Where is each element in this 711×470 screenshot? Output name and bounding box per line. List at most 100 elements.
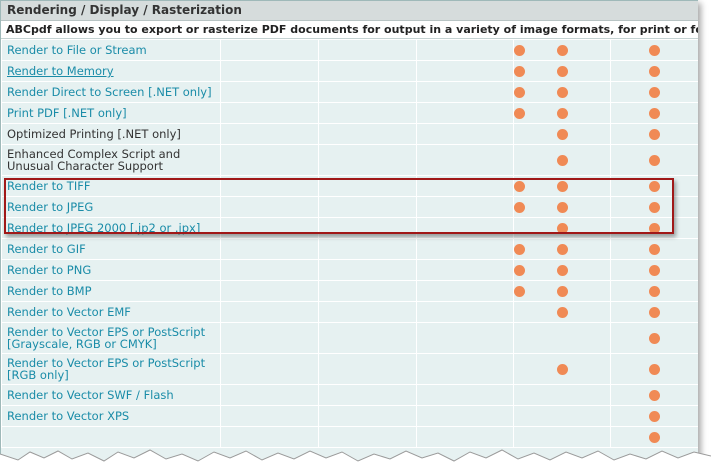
feature-label-cell[interactable]: Render to PNG (1, 259, 221, 281)
supported-dot-icon (514, 202, 525, 213)
feature-link[interactable]: Render to Vector XPS (7, 409, 130, 423)
feature-row: Render to BMP (1, 280, 698, 302)
supported-dot-icon (649, 223, 660, 234)
supported-dot-icon (649, 244, 660, 255)
section-description: ABCpdf allows you to export or rasterize… (1, 21, 698, 39)
feature-row: Render to File or Stream (1, 39, 698, 61)
feature-label-cell[interactable]: Render to File or Stream (1, 39, 221, 61)
supported-dot-icon (649, 432, 660, 443)
feature-label-cell[interactable]: Render to Vector EPS or PostScript [Gray… (1, 322, 221, 354)
support-cell (220, 123, 319, 145)
support-cell (610, 238, 698, 260)
support-cell (610, 175, 698, 197)
supported-dot-icon (556, 108, 568, 119)
feature-label-cell[interactable] (1, 426, 221, 448)
support-cell (610, 280, 698, 302)
support-cell (220, 353, 319, 385)
supported-dot-icon (649, 155, 660, 166)
feature-label-cell[interactable]: Render to GIF (1, 238, 221, 260)
support-cell (416, 196, 514, 218)
feature-label-cell[interactable]: Render to Vector XPS (1, 405, 221, 427)
feature-link[interactable]: Render to JPEG (7, 200, 94, 214)
feature-link[interactable]: Render to Vector SWF / Flash (7, 388, 174, 402)
feature-row: Render Direct to Screen [.NET only] (1, 81, 698, 103)
support-cell (416, 405, 514, 427)
feature-label-cell[interactable]: Render to JPEG 2000 [.jp2 or .jpx] (1, 217, 221, 239)
support-cell (610, 39, 698, 61)
support-cell (318, 81, 417, 103)
support-cell (416, 60, 514, 82)
feature-rows: Render to File or Stream Render to Memory… (1, 39, 698, 448)
supported-dot-icon (556, 87, 568, 98)
feature-row: Render to Vector EPS or PostScript [RGB … (1, 353, 698, 385)
support-cell (220, 217, 319, 239)
feature-row: Render to GIF (1, 238, 698, 260)
support-cell (416, 259, 514, 281)
support-cell (416, 280, 514, 302)
supported-dot-icon (514, 87, 525, 98)
feature-link[interactable]: Print PDF [.NET only] (7, 106, 127, 120)
support-cell (610, 60, 698, 82)
feature-row: Render to PNG (1, 259, 698, 281)
feature-row: Optimized Printing [.NET only] (1, 123, 698, 145)
support-cell (416, 102, 514, 124)
supported-dot-icon (649, 333, 660, 344)
feature-row (1, 426, 698, 448)
support-cell (318, 217, 417, 239)
support-cell (220, 322, 319, 354)
feature-label-cell[interactable]: Render to Vector SWF / Flash (1, 384, 221, 406)
support-cell (513, 102, 611, 124)
feature-link[interactable]: Render to File or Stream (7, 43, 147, 57)
feature-label-cell: Optimized Printing [.NET only] (1, 123, 221, 145)
supported-dot-icon (556, 181, 568, 192)
support-cell (610, 322, 698, 354)
support-cell (318, 196, 417, 218)
support-cell (513, 217, 611, 239)
feature-label-cell[interactable]: Render to Vector EPS or PostScript [RGB … (1, 353, 221, 385)
feature-label-cell[interactable]: Render to TIFF (1, 175, 221, 197)
supported-dot-icon (556, 286, 568, 297)
support-cell (318, 322, 417, 354)
support-cell (610, 426, 698, 448)
support-cell (220, 39, 319, 61)
feature-link[interactable]: Render Direct to Screen [.NET only] (7, 85, 212, 99)
support-cell (513, 280, 611, 302)
feature-label-cell[interactable]: Render to JPEG (1, 196, 221, 218)
support-cell (318, 102, 417, 124)
feature-link[interactable]: Render to TIFF (7, 179, 91, 193)
feature-link[interactable]: Render to JPEG 2000 [.jp2 or .jpx] (7, 221, 201, 235)
feature-row: Print PDF [.NET only] (1, 102, 698, 124)
feature-label-cell[interactable]: Print PDF [.NET only] (1, 102, 221, 124)
feature-label-cell[interactable]: Render to BMP (1, 280, 221, 302)
feature-link[interactable]: Render to Vector EMF (7, 305, 131, 319)
support-cell (318, 259, 417, 281)
support-cell (513, 175, 611, 197)
feature-label: Optimized Printing [.NET only] (7, 127, 181, 141)
support-cell (610, 301, 698, 323)
support-cell (416, 217, 514, 239)
feature-link[interactable]: Render to PNG (7, 263, 92, 277)
support-cell (610, 123, 698, 145)
feature-label-cell[interactable]: Render Direct to Screen [.NET only] (1, 81, 221, 103)
feature-link[interactable]: Render to Vector EPS or PostScript [Gray… (7, 325, 206, 351)
support-cell (416, 39, 514, 61)
torn-edge (0, 449, 711, 470)
supported-dot-icon (649, 202, 660, 213)
support-cell (220, 238, 319, 260)
feature-label-cell[interactable]: Render to Vector EMF (1, 301, 221, 323)
feature-label-cell: Enhanced Complex Script and Unusual Char… (1, 144, 221, 176)
supported-dot-icon (649, 265, 660, 276)
support-cell (220, 196, 319, 218)
support-cell (513, 426, 611, 448)
feature-link[interactable]: Render to GIF (7, 242, 86, 256)
support-cell (513, 259, 611, 281)
feature-link[interactable]: Render to Memory (7, 64, 114, 78)
feature-link[interactable]: Render to BMP (7, 284, 92, 298)
feature-label-cell[interactable]: Render to Memory (1, 60, 221, 82)
supported-dot-icon (556, 129, 568, 140)
support-cell (513, 144, 611, 176)
support-cell (220, 81, 319, 103)
support-cell (416, 301, 514, 323)
support-cell (610, 196, 698, 218)
feature-link[interactable]: Render to Vector EPS or PostScript [RGB … (7, 356, 206, 382)
